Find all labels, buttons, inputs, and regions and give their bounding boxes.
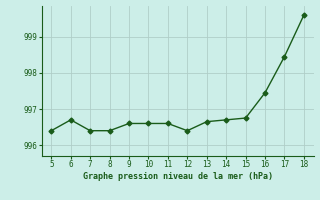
X-axis label: Graphe pression niveau de la mer (hPa): Graphe pression niveau de la mer (hPa) [83, 172, 273, 181]
